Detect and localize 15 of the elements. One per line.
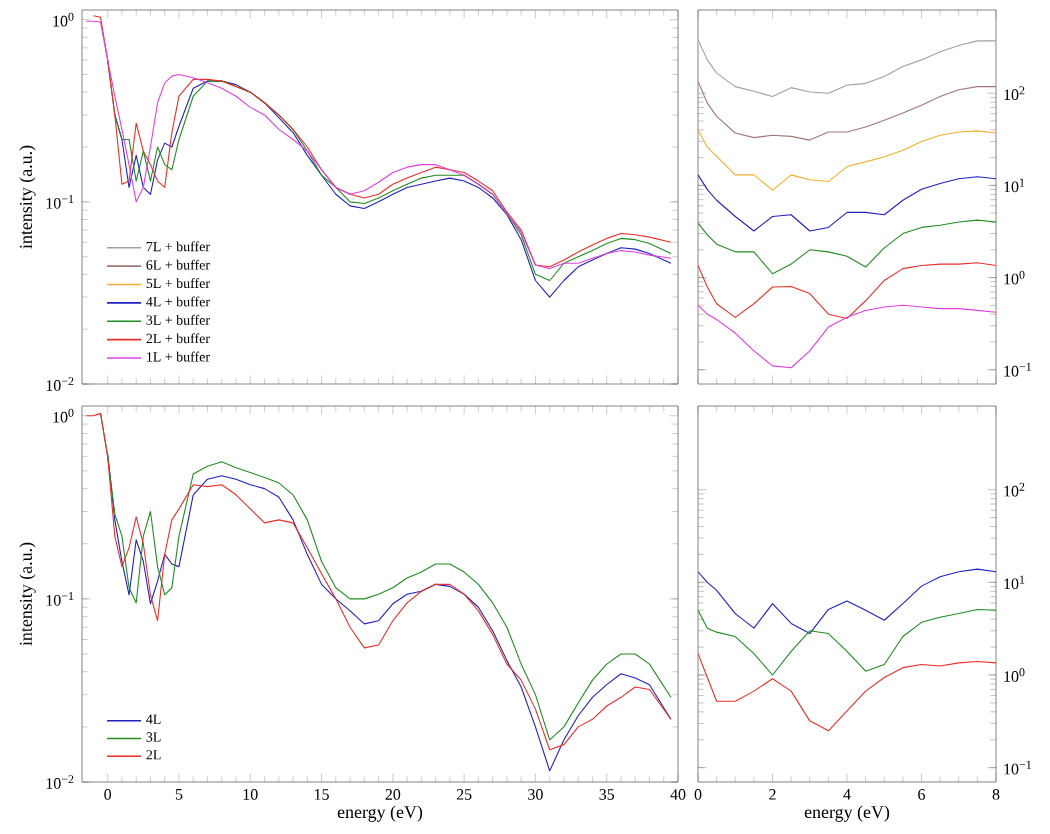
line-series: [698, 39, 996, 98]
line-series: [107, 453, 672, 772]
y-axis-title: intensity (a.u.): [19, 145, 36, 249]
line-series: [698, 304, 996, 369]
line-series: [698, 80, 996, 141]
line-series: [698, 653, 996, 732]
x-axis-title: energy (eV): [337, 805, 423, 822]
x-axis-title: energy (eV): [804, 805, 890, 822]
y-axis-title: intensity (a.u.): [19, 542, 36, 646]
line-series: [698, 219, 996, 275]
line-series: [698, 608, 996, 676]
line-series: [698, 129, 996, 191]
line-series: [698, 262, 996, 319]
line-series: [698, 568, 996, 635]
line-series: [698, 174, 996, 232]
